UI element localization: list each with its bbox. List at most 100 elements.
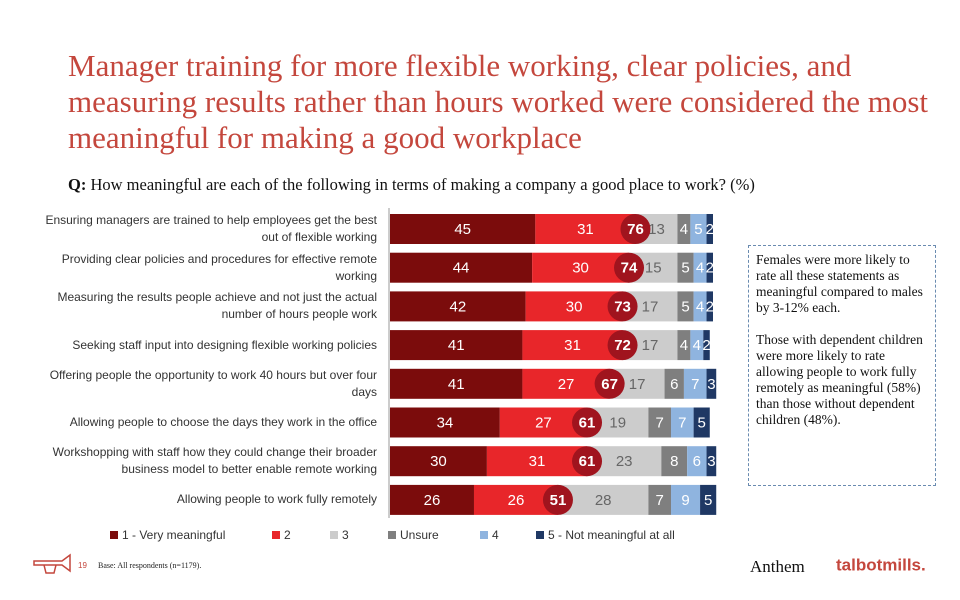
net-label: 72 (614, 337, 631, 354)
question: Q: How meaningful are each of the follow… (68, 175, 755, 195)
value-label: 30 (572, 260, 589, 277)
value-label: 2 (702, 337, 710, 354)
page-number: 19 (78, 561, 87, 570)
value-label: 17 (642, 337, 659, 354)
callout-text: Females were more likely to rate all the… (756, 252, 923, 315)
net-badge (607, 291, 638, 322)
bar-segment (687, 446, 707, 477)
legend-swatch (330, 531, 338, 539)
value-label: 34 (437, 414, 454, 431)
value-label: 15 (645, 260, 662, 277)
net-badge (620, 214, 651, 244)
value-label: 5 (698, 414, 706, 431)
bar-segment (706, 291, 713, 322)
value-label: 7 (656, 414, 664, 431)
category-label: Measuring the results people achieve and… (30, 288, 377, 324)
legend-swatch (480, 531, 488, 539)
bar-segment (648, 484, 672, 515)
value-label: 44 (453, 260, 470, 277)
value-label: 4 (696, 298, 704, 315)
legend-label: 3 (342, 528, 349, 542)
bar-segment (557, 484, 649, 515)
value-label: 31 (564, 337, 581, 354)
value-label: 28 (595, 492, 612, 509)
bar-segment (390, 368, 523, 399)
net-label: 61 (579, 414, 596, 431)
net-label: 76 (627, 221, 644, 238)
bar-segment (703, 330, 710, 361)
value-label: 4 (680, 337, 688, 354)
bar-segment (664, 368, 684, 399)
value-label: 5 (694, 221, 702, 238)
category-text: Offering people the opportunity to work … (49, 367, 377, 399)
bar-segment (390, 484, 474, 515)
value-label: 26 (508, 492, 525, 509)
value-label: 5 (681, 260, 689, 277)
legend-label: 1 - Very meaningful (122, 528, 225, 542)
value-label: 26 (424, 492, 441, 509)
net-badge (594, 368, 625, 399)
value-label: 27 (535, 414, 552, 431)
net-label: 67 (601, 376, 618, 393)
bar-segment (706, 446, 717, 477)
value-label: 13 (648, 221, 665, 238)
legend-swatch (536, 531, 544, 539)
value-label: 31 (529, 453, 546, 470)
net-badge (542, 484, 573, 515)
legend-label: 5 - Not meaningful at all (548, 528, 675, 542)
value-label: 2 (706, 221, 714, 238)
bar-segment (690, 330, 704, 361)
category-text: Allowing people to choose the days they … (69, 415, 377, 429)
callout: Females were more likely to rate all the… (748, 245, 936, 486)
bar-segment (671, 407, 694, 438)
value-label: 7 (656, 492, 664, 509)
bar-segment (690, 214, 707, 244)
net-label: 73 (614, 298, 631, 315)
net-badge (614, 252, 645, 283)
bar-segment (677, 291, 694, 322)
legend-label: 4 (492, 528, 499, 542)
question-text: How meaningful are each of the following… (90, 175, 755, 194)
bar-segment (390, 330, 523, 361)
value-label: 41 (448, 376, 465, 393)
net-badge (607, 330, 638, 361)
category-label: Seeking staff input into designing flexi… (30, 327, 377, 363)
logo: Anthem (750, 557, 805, 576)
bar-segment (390, 252, 533, 283)
category-label: Offering people the opportunity to work … (30, 366, 377, 402)
value-label: 2 (706, 260, 714, 277)
value-label: 45 (454, 221, 471, 238)
bar-segment (677, 214, 691, 244)
bar-segment (683, 368, 707, 399)
bar-segment (677, 330, 691, 361)
value-label: 4 (696, 260, 704, 277)
category-label: Ensuring managers are trained to help em… (30, 211, 377, 247)
value-label: 3 (707, 376, 715, 393)
category-text: Providing clear policies and procedures … (61, 251, 377, 283)
value-label: 7 (678, 414, 686, 431)
net-label: 51 (550, 492, 567, 509)
value-label: 30 (566, 298, 583, 315)
value-label: 17 (629, 376, 646, 393)
bar-segment (525, 291, 623, 322)
value-label: 6 (670, 376, 678, 393)
bar-segment (671, 484, 701, 515)
value-label: 41 (448, 337, 465, 354)
base-note: Base: All respondents (n=1179). (98, 561, 201, 570)
bar-segment (693, 252, 707, 283)
legend-label: Unsure (400, 528, 439, 542)
bar-segment (693, 407, 710, 438)
footer-icon (33, 553, 71, 574)
category-text: Allowing people to work fully remotely (176, 492, 377, 507)
callout-text: Those with dependent children were more … (756, 332, 923, 427)
value-label: 42 (449, 298, 466, 315)
value-label: 9 (681, 492, 689, 509)
value-label: 17 (642, 298, 659, 315)
legend-swatch (272, 531, 280, 539)
category-text: Seeking staff input into designing flexi… (72, 337, 377, 352)
logo: talbotmills. (836, 555, 926, 574)
value-label: 2 (706, 298, 714, 315)
category-label: Providing clear policies and procedures … (30, 250, 377, 286)
